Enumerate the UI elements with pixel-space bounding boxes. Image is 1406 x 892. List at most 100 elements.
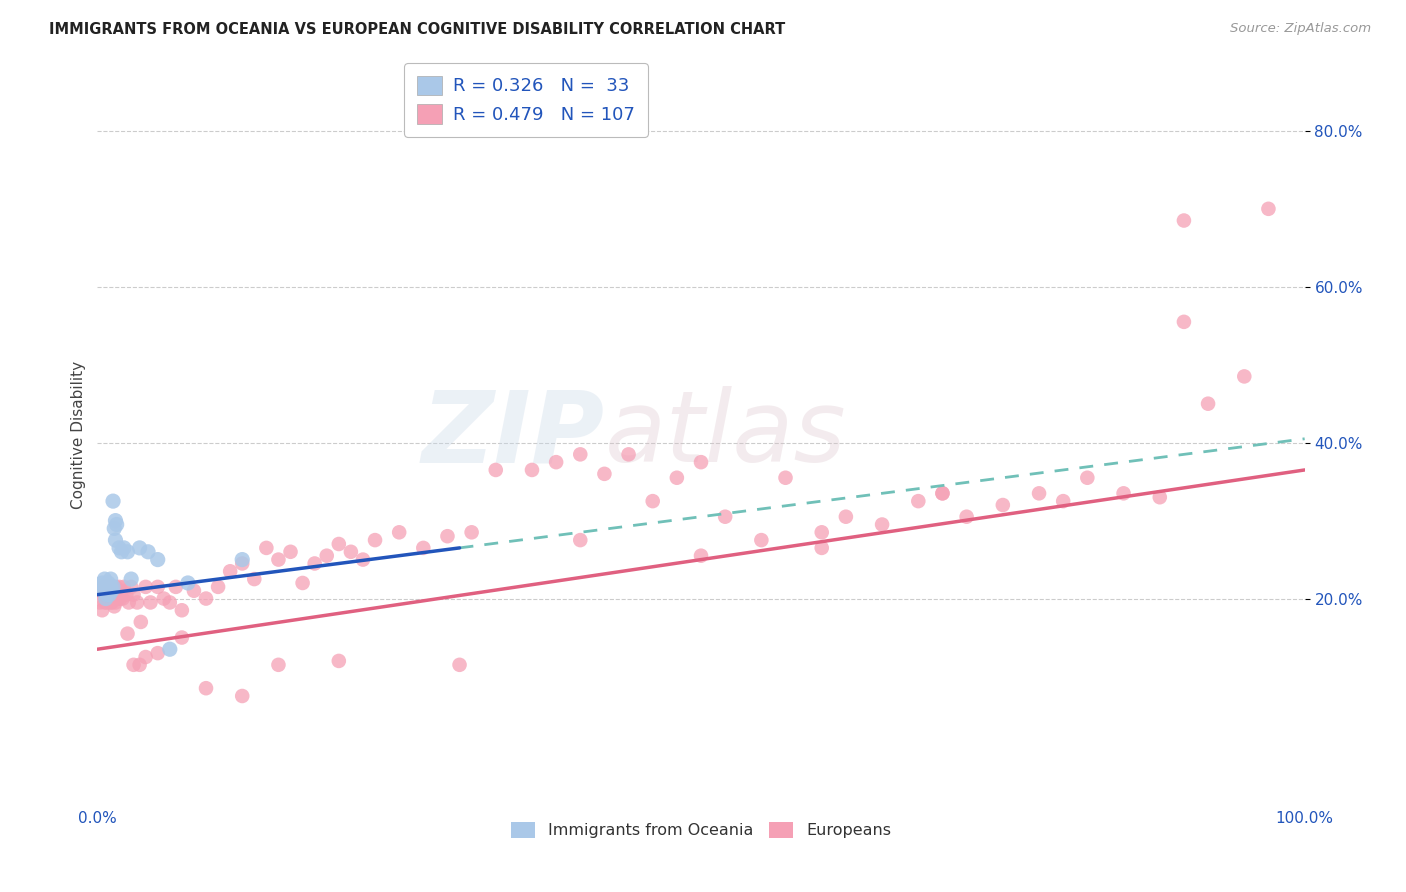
- Point: [101, 583, 124, 598]
- Point: [117, 626, 139, 640]
- Point: [1028, 486, 1050, 500]
- Point: [100, 580, 122, 594]
- Point: [90, 583, 112, 598]
- Point: [219, 564, 242, 578]
- Point: [100, 595, 122, 609]
- Point: [569, 447, 592, 461]
- Point: [110, 591, 132, 606]
- Point: [569, 533, 592, 547]
- Point: [107, 591, 129, 606]
- Point: [91, 576, 114, 591]
- Point: [460, 525, 482, 540]
- Point: [96, 595, 118, 609]
- Point: [195, 681, 218, 696]
- Point: [870, 517, 893, 532]
- Point: [128, 541, 150, 555]
- Point: [267, 657, 290, 672]
- Point: [1197, 397, 1219, 411]
- Point: [328, 537, 350, 551]
- Point: [96, 580, 118, 594]
- Point: [177, 576, 200, 591]
- Point: [170, 603, 193, 617]
- Point: [991, 498, 1014, 512]
- Point: [98, 588, 121, 602]
- Point: [304, 557, 326, 571]
- Point: [91, 603, 114, 617]
- Point: [907, 494, 929, 508]
- Point: [105, 517, 128, 532]
- Text: Source: ZipAtlas.com: Source: ZipAtlas.com: [1230, 22, 1371, 36]
- Point: [955, 509, 977, 524]
- Point: [90, 580, 112, 594]
- Point: [714, 509, 737, 524]
- Point: [751, 533, 773, 547]
- Point: [159, 595, 181, 609]
- Point: [105, 583, 128, 598]
- Point: [112, 580, 135, 594]
- Point: [104, 514, 127, 528]
- Point: [97, 580, 120, 594]
- Point: [207, 580, 229, 594]
- Point: [100, 588, 122, 602]
- Point: [665, 471, 688, 485]
- Point: [98, 588, 121, 602]
- Point: [94, 580, 117, 594]
- Point: [98, 580, 121, 594]
- Point: [93, 583, 115, 598]
- Point: [436, 529, 458, 543]
- Point: [122, 588, 145, 602]
- Point: [101, 595, 124, 609]
- Point: [93, 572, 115, 586]
- Point: [100, 572, 122, 586]
- Point: [127, 595, 149, 609]
- Point: [93, 580, 115, 594]
- Point: [328, 654, 350, 668]
- Point: [97, 583, 120, 598]
- Point: [117, 545, 139, 559]
- Point: [340, 545, 363, 559]
- Point: [103, 599, 125, 614]
- Point: [104, 533, 127, 547]
- Point: [104, 595, 127, 609]
- Point: [159, 642, 181, 657]
- Point: [101, 494, 124, 508]
- Point: [775, 471, 797, 485]
- Point: [104, 580, 127, 594]
- Point: [94, 588, 117, 602]
- Point: [641, 494, 664, 508]
- Point: [101, 580, 124, 594]
- Text: ZIP: ZIP: [422, 386, 605, 483]
- Text: IMMIGRANTS FROM OCEANIA VS EUROPEAN COGNITIVE DISABILITY CORRELATION CHART: IMMIGRANTS FROM OCEANIA VS EUROPEAN COGN…: [49, 22, 786, 37]
- Text: atlas: atlas: [605, 386, 846, 483]
- Point: [165, 580, 187, 594]
- Point: [103, 521, 125, 535]
- Point: [146, 552, 169, 566]
- Point: [94, 591, 117, 606]
- Point: [122, 657, 145, 672]
- Point: [267, 552, 290, 566]
- Point: [931, 486, 953, 500]
- Point: [110, 545, 132, 559]
- Point: [231, 557, 253, 571]
- Point: [97, 576, 120, 591]
- Point: [280, 545, 302, 559]
- Point: [1052, 494, 1074, 508]
- Point: [94, 583, 117, 598]
- Point: [108, 580, 131, 594]
- Point: [243, 572, 266, 586]
- Point: [120, 580, 142, 594]
- Point: [690, 455, 713, 469]
- Point: [352, 552, 374, 566]
- Point: [931, 486, 953, 500]
- Point: [135, 650, 157, 665]
- Point: [546, 455, 568, 469]
- Point: [1076, 471, 1098, 485]
- Point: [810, 541, 832, 555]
- Point: [231, 689, 253, 703]
- Point: [412, 541, 434, 555]
- Point: [1233, 369, 1256, 384]
- Point: [96, 588, 118, 602]
- Point: [89, 595, 111, 609]
- Point: [146, 580, 169, 594]
- Point: [810, 525, 832, 540]
